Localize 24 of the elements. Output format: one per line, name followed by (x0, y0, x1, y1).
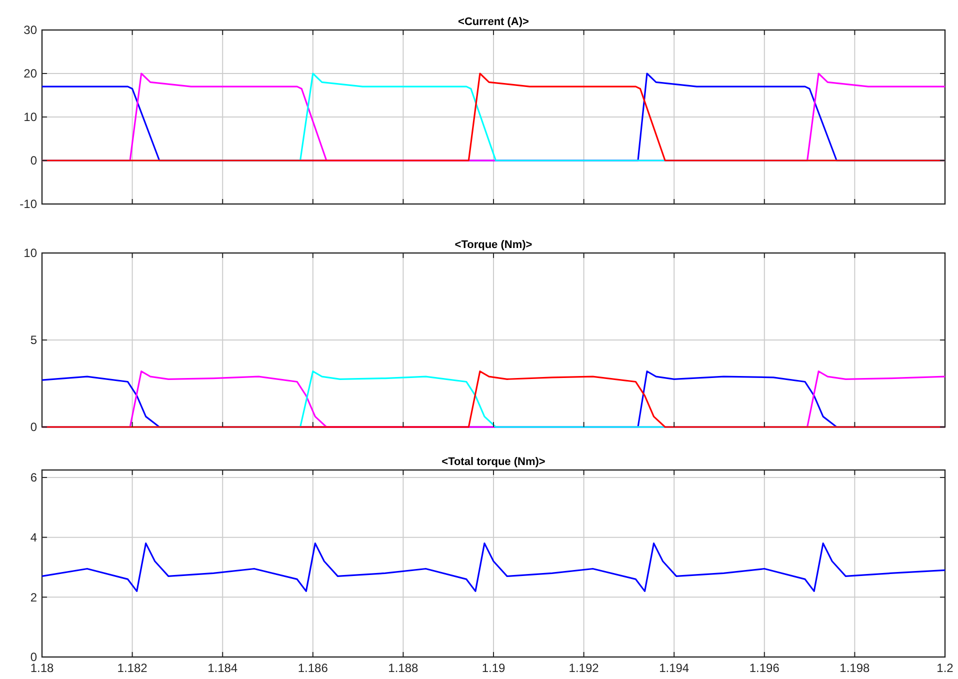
y-tick-label: 20 (24, 66, 38, 81)
x-tick-label: 1.182 (117, 661, 148, 675)
y-tick-label: 5 (30, 333, 38, 348)
x-tick-label: 1.198 (840, 661, 870, 675)
y-tick-label: 0 (30, 154, 38, 168)
y-tick-label: -10 (20, 197, 38, 212)
y-tick-label: 0 (30, 420, 38, 434)
x-tick-label: 1.192 (568, 661, 600, 675)
x-tick-label: 1.2 (936, 661, 954, 675)
chart-title: <Torque (Nm)> (454, 239, 532, 251)
y-tick-label: 2 (30, 590, 38, 604)
chart-title: <Total torque (Nm)> (442, 456, 546, 468)
x-tick-label: 1.184 (208, 661, 238, 675)
y-tick-label: 4 (30, 530, 38, 545)
x-tick-label: 1.196 (749, 661, 780, 675)
chart-title: <Current (A)> (458, 16, 529, 28)
x-tick-label: 1.186 (298, 661, 328, 675)
y-tick-label: 10 (24, 246, 38, 260)
x-tick-label: 1.19 (482, 661, 506, 675)
y-tick-label: 10 (24, 110, 38, 124)
x-tick-label: 1.188 (388, 661, 419, 675)
y-tick-label: 30 (24, 23, 38, 38)
y-tick-label: 6 (30, 470, 38, 485)
x-tick-label: 1.194 (659, 661, 690, 675)
